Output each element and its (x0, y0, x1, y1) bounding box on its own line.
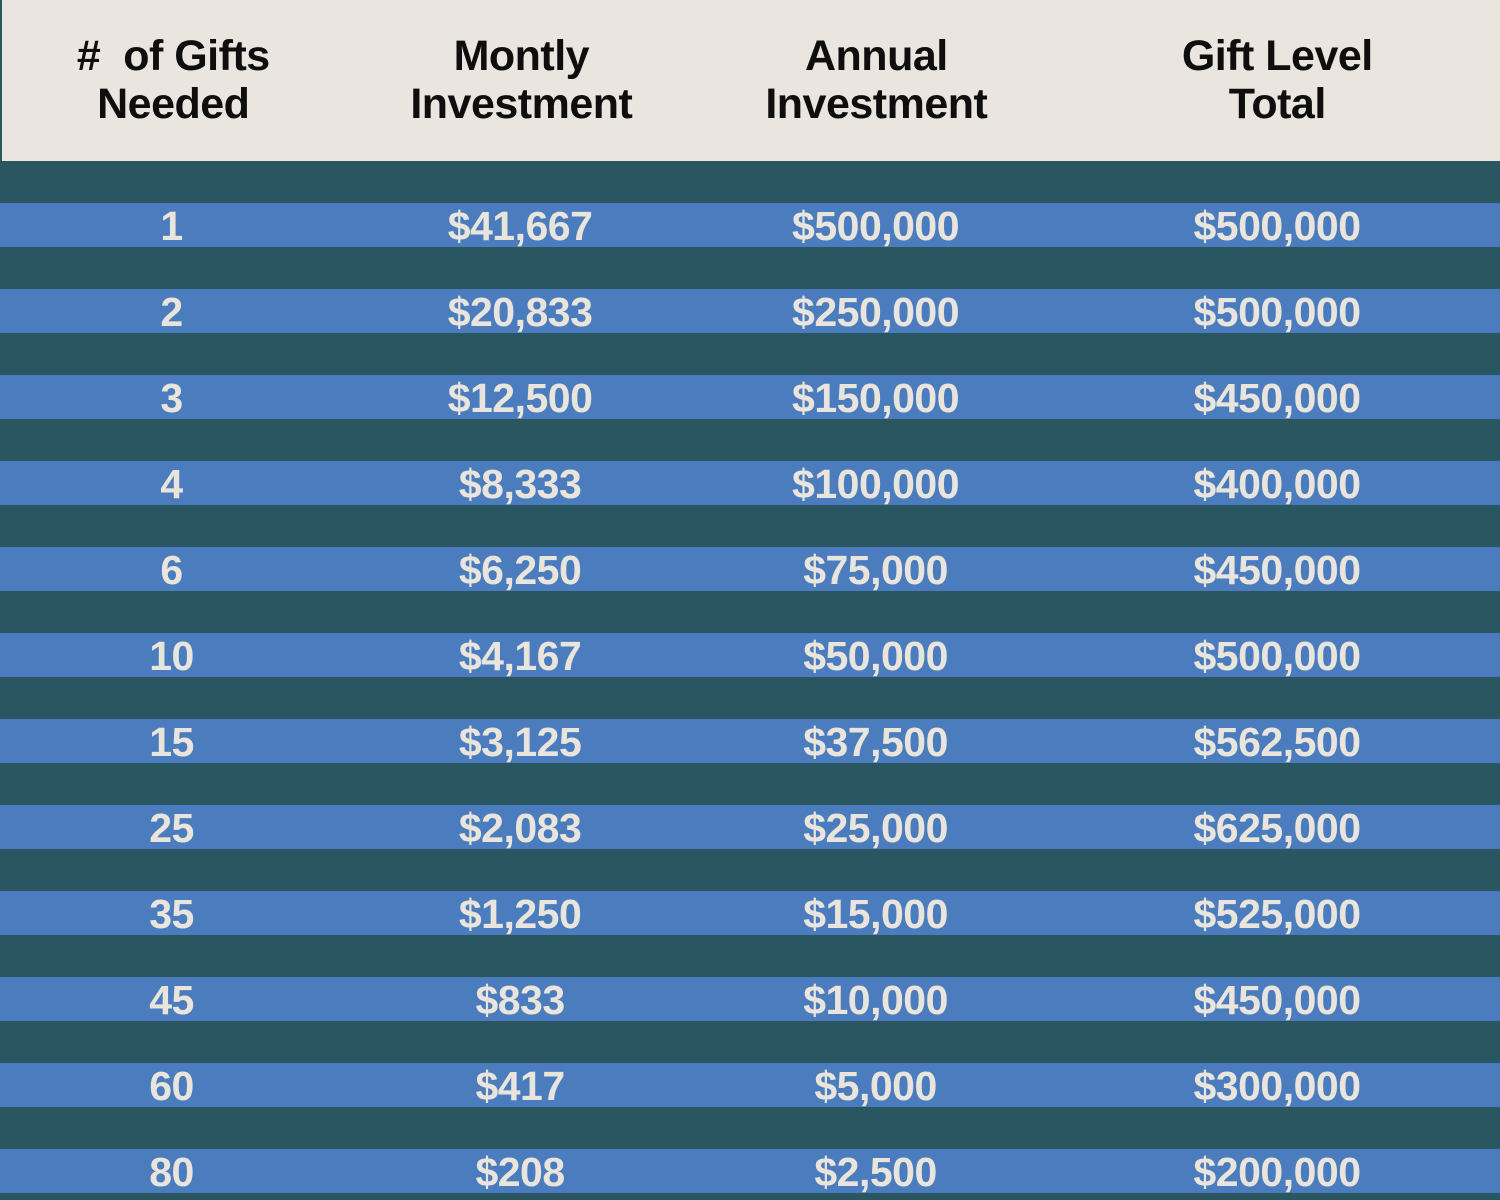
cell-gift-level-total: $500,000 (1193, 633, 1362, 679)
cell-gift-level-total: $500,000 (1193, 203, 1362, 249)
cell-gifts-needed: 6 (160, 547, 183, 593)
cell-gifts-needed: 10 (149, 633, 194, 679)
cell-gift-level-total: $200,000 (1193, 1149, 1362, 1195)
table-row: 80 $208 $2,500 $200,000 (0, 1149, 1500, 1195)
cell-gift-level-total: $625,000 (1193, 805, 1362, 851)
cell-annual-investment: $75,000 (803, 547, 948, 593)
cell-gift-level-total: $450,000 (1193, 977, 1362, 1023)
table-row: 25 $2,083 $25,000 $625,000 (0, 805, 1500, 851)
cell-monthly-investment: $1,250 (458, 891, 582, 937)
cell-gifts-needed: 25 (149, 805, 194, 851)
cell-annual-investment: $15,000 (803, 891, 948, 937)
cell-monthly-investment: $20,833 (447, 289, 593, 335)
cell-gifts-needed: 4 (160, 461, 183, 507)
cell-gifts-needed: 15 (149, 719, 194, 765)
cell-gift-level-total: $300,000 (1193, 1063, 1362, 1109)
cell-annual-investment: $37,500 (803, 719, 948, 765)
header-cell-gifts-needed: # of Gifts Needed (76, 32, 270, 128)
cell-monthly-investment: $8,333 (458, 461, 582, 507)
table-row: 2 $20,833 $250,000 $500,000 (0, 289, 1500, 335)
cell-gift-level-total: $450,000 (1193, 547, 1362, 593)
table-row: 45 $833 $10,000 $450,000 (0, 977, 1500, 1023)
cell-gifts-needed: 35 (149, 891, 194, 937)
table-row: 35 $1,250 $15,000 $525,000 (0, 891, 1500, 937)
cell-gift-level-total: $500,000 (1193, 289, 1362, 335)
cell-gifts-needed: 2 (160, 289, 183, 335)
cell-monthly-investment: $3,125 (458, 719, 582, 765)
cell-gifts-needed: 45 (149, 977, 194, 1023)
cell-gifts-needed: 3 (160, 375, 183, 421)
cell-annual-investment: $5,000 (814, 1063, 937, 1109)
header-cell-annual-investment: Annual Investment (765, 32, 988, 128)
cell-monthly-investment: $208 (475, 1149, 565, 1195)
header-cell-monthly-investment: Montly Investment (410, 32, 633, 128)
cell-gift-level-total: $562,500 (1193, 719, 1362, 765)
table-row: 10 $4,167 $50,000 $500,000 (0, 633, 1500, 679)
cell-gift-level-total: $400,000 (1193, 461, 1362, 507)
cell-annual-investment: $10,000 (803, 977, 948, 1023)
cell-monthly-investment: $417 (475, 1063, 565, 1109)
cell-annual-investment: $50,000 (803, 633, 948, 679)
cell-annual-investment: $500,000 (792, 203, 960, 249)
cell-gift-level-total: $525,000 (1193, 891, 1362, 937)
table-header: # of Gifts Needed Montly Investment Annu… (0, 0, 1500, 161)
cell-annual-investment: $250,000 (792, 289, 960, 335)
table-row: 15 $3,125 $37,500 $562,500 (0, 719, 1500, 765)
cell-monthly-investment: $41,667 (447, 203, 593, 249)
table-row: 4 $8,333 $100,000 $400,000 (0, 461, 1500, 507)
header-cell-gift-level-total: Gift Level Total (1181, 32, 1373, 128)
cell-monthly-investment: $6,250 (458, 547, 582, 593)
cell-gifts-needed: 1 (160, 203, 183, 249)
table-row: 1 $41,667 $500,000 $500,000 (0, 203, 1500, 249)
table-row: 60 $417 $5,000 $300,000 (0, 1063, 1500, 1109)
table-row: 3 $12,500 $150,000 $450,000 (0, 375, 1500, 421)
cell-annual-investment: $150,000 (792, 375, 960, 421)
cell-annual-investment: $100,000 (792, 461, 960, 507)
cell-annual-investment: $2,500 (814, 1149, 937, 1195)
cell-annual-investment: $25,000 (803, 805, 948, 851)
cell-monthly-investment: $833 (475, 977, 565, 1023)
table-row: 6 $6,250 $75,000 $450,000 (0, 547, 1500, 593)
cell-gift-level-total: $450,000 (1193, 375, 1362, 421)
cell-monthly-investment: $2,083 (458, 805, 582, 851)
cell-gifts-needed: 60 (149, 1063, 194, 1109)
cell-gifts-needed: 80 (149, 1149, 194, 1195)
cell-monthly-investment: $4,167 (458, 633, 582, 679)
cell-monthly-investment: $12,500 (447, 375, 593, 421)
